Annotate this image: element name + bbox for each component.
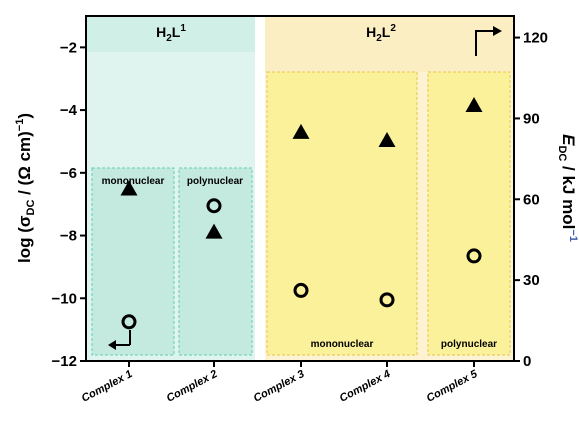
circle-marker (293, 282, 309, 298)
subgroup-box-3 (266, 71, 418, 356)
right-axis-label: EDC / kJ mol−1 (556, 134, 579, 242)
right-axis-arrow-head-icon (493, 26, 502, 36)
x-tick-label: Complex 1 (80, 368, 135, 405)
left-tick-label: −12 (52, 353, 77, 370)
right-axis-arrow-icon (475, 30, 496, 56)
triangle-marker (292, 123, 310, 139)
left-tick-label: −10 (52, 290, 77, 307)
subgroup-label-2: polynuclear (187, 176, 243, 187)
subgroup-label-3: mononuclear (311, 339, 374, 350)
circle-marker (379, 292, 395, 308)
left-axis-label: log (σDC / (Ω cm)−1) (14, 113, 37, 263)
circle-marker (206, 198, 222, 214)
data-markers (120, 96, 483, 330)
x-tick-label: Complex 4 (338, 368, 393, 405)
subgroup-box-1 (91, 167, 175, 356)
right-tick-label: 60 (523, 191, 540, 208)
right-tick-label: 120 (523, 30, 548, 47)
triangle-marker (465, 96, 483, 112)
right-tick-label: 90 (523, 110, 540, 127)
right-axis: 0 30 60 90 120 (514, 30, 548, 370)
circle-marker (121, 314, 137, 330)
x-tick-label: Complex 2 (165, 368, 220, 405)
triangle-marker (120, 180, 138, 196)
left-tick-label: −8 (60, 228, 77, 245)
circle-marker (466, 248, 482, 264)
subgroup-box-2 (178, 167, 253, 356)
right-tick-label: 30 (523, 272, 540, 289)
left-tick-label: −4 (60, 102, 78, 119)
triangle-marker (205, 223, 223, 239)
triangle-marker (378, 131, 396, 147)
subgroup-box-4 (427, 71, 511, 356)
x-tick-label: Complex 3 (252, 368, 307, 405)
left-axis: −12 −10 −8 −6 −4 −2 (52, 39, 86, 370)
group-title-band-h2l2 (265, 16, 513, 72)
right-tick-label: 0 (523, 353, 531, 370)
left-axis-arrow-head-icon (108, 340, 116, 350)
subgroup-label-4: polynuclear (441, 339, 497, 350)
left-tick-label: −2 (60, 39, 77, 56)
group-title-band-h2l1 (87, 16, 255, 52)
group-title-h2l2: H2L2 (366, 23, 396, 44)
left-tick-label: −6 (60, 165, 77, 182)
x-axis: Complex 1 Complex 2 Complex 3 Complex 4 Comp… (80, 361, 481, 405)
subgroup-label-1: mononuclear (102, 176, 165, 187)
x-tick-label: Complex 5 (425, 368, 481, 405)
group-title-h2l1: H2L1 (156, 23, 186, 44)
